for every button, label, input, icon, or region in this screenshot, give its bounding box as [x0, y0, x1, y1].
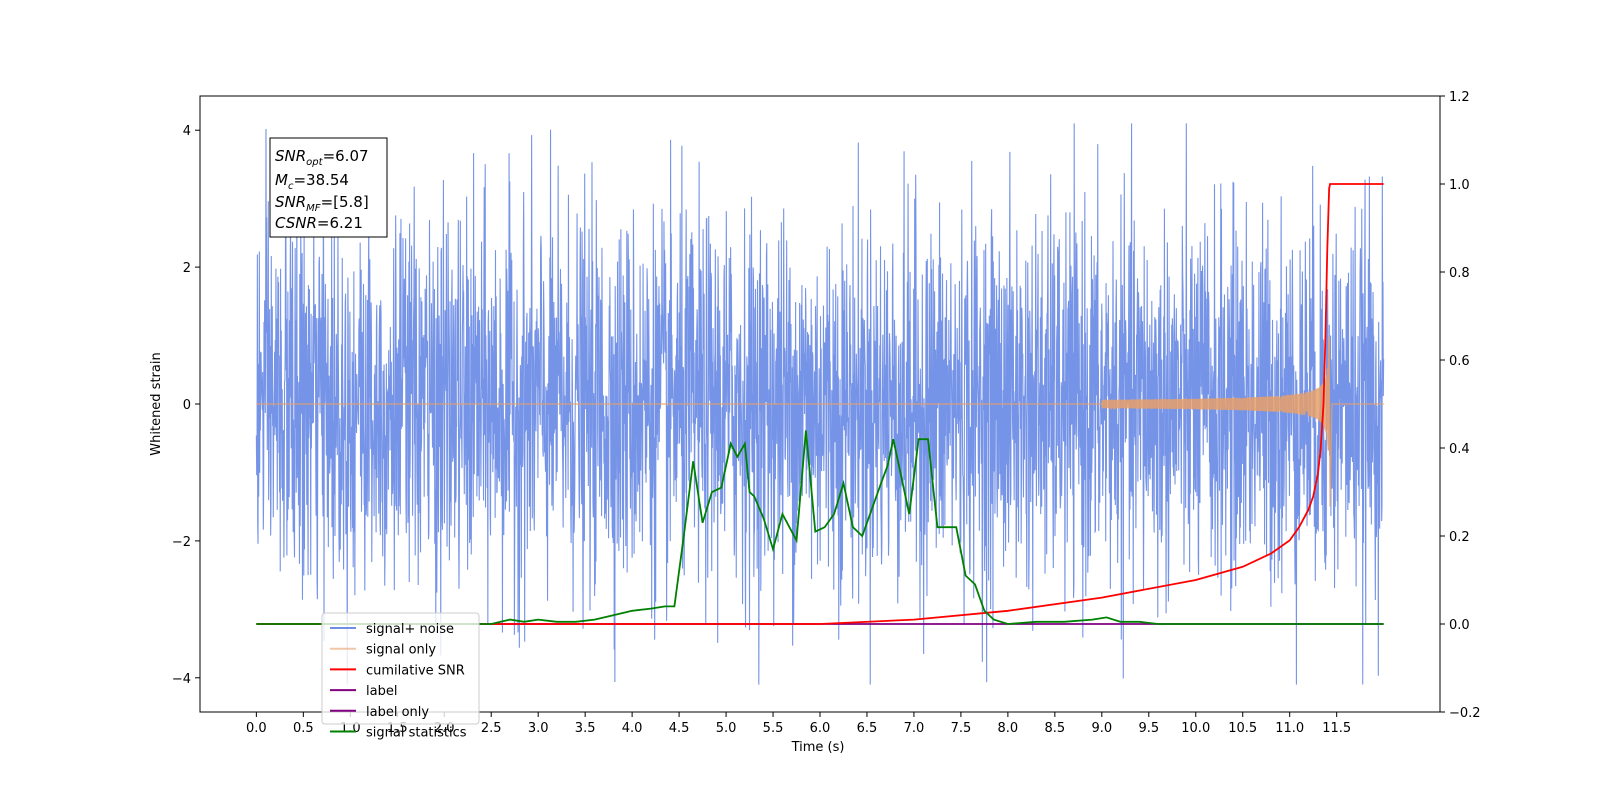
x-tick-label: 5.0	[716, 721, 737, 736]
x-tick-label: 11.5	[1322, 721, 1351, 736]
y-tick-label: 0	[183, 398, 191, 413]
y-axis-label: Whitened strain	[149, 352, 164, 455]
legend-entries: signal+ noise signal only cumilative SNR la…	[330, 622, 467, 741]
y-tick-label: 2	[183, 261, 191, 276]
y-tick-label: −2	[172, 535, 191, 550]
x-tick-label: 10.0	[1181, 721, 1210, 736]
y-tick-label: −4	[172, 672, 191, 687]
x-tick-label: 0.0	[246, 721, 267, 736]
x-axis-ticks: 0.0 0.5 1.0 1.5 2.0 2.5 3.0 3.5 4.0 4.5 5.0 5.5 6.0 6…	[246, 712, 1351, 736]
series-cumulative-snr-line	[256, 183, 1384, 625]
x-tick-label: 1.5	[387, 721, 408, 736]
info-line-csnr-symbol: CSNR	[275, 214, 317, 232]
y2-tick-label: 1.2	[1449, 90, 1470, 105]
y2-tick-label: −0.2	[1449, 706, 1481, 721]
info-line-snr-mf-sub: MF	[306, 203, 321, 214]
series-layer	[255, 123, 1385, 685]
x-tick-label: 2.0	[434, 721, 455, 736]
y2-tick-label: 0.4	[1449, 442, 1470, 457]
legend: signal+ noise signal only cumilative SNR la…	[321, 612, 480, 741]
x-tick-label: 3.5	[575, 721, 596, 736]
y2-tick-label: 0.0	[1449, 618, 1470, 633]
legend-entry: cumilative SNR	[330, 663, 465, 678]
y2-tick-label: 0.6	[1449, 354, 1470, 369]
x-tick-label: 5.5	[763, 721, 784, 736]
legend-entry: label only	[330, 705, 429, 720]
x-tick-label: 6.0	[810, 721, 831, 736]
legend-frame	[321, 612, 480, 725]
legend-label: cumilative SNR	[366, 663, 465, 678]
x-tick-label: 9.0	[1091, 721, 1112, 736]
info-line-csnr-value: =6.21	[317, 214, 363, 232]
x-tick-label: 10.5	[1228, 721, 1257, 736]
x-tick-label: 8.0	[998, 721, 1019, 736]
legend-label: signal+ noise	[366, 622, 454, 637]
legend-label: label	[366, 684, 397, 699]
x-tick-label: 3.0	[528, 721, 549, 736]
x-tick-label: 2.5	[481, 721, 502, 736]
y2-tick-label: 0.2	[1449, 530, 1470, 545]
info-line-snr-opt-value: =6.07	[323, 147, 369, 165]
legend-entry: label	[330, 684, 397, 699]
legend-label: label only	[366, 705, 429, 720]
y-tick-label: 4	[183, 124, 191, 139]
info-box: SNRopt=6.07 Mc=38.54 SNRMF=[5.8] CSNR=6.…	[269, 137, 388, 238]
info-box-frame	[269, 137, 388, 238]
x-tick-label: 4.0	[622, 721, 643, 736]
x-tick-label: 7.0	[904, 721, 925, 736]
y2-tick-label: 0.8	[1449, 266, 1470, 281]
info-line-csnr: CSNR=6.21	[275, 214, 363, 232]
x-tick-label: 6.5	[857, 721, 878, 736]
x-tick-label: 9.5	[1138, 721, 1159, 736]
info-line-snr-mf: SNRMF=[5.8]	[275, 193, 369, 214]
info-line-mc-sub: c	[288, 181, 294, 192]
info-line-snr-mf-symbol: SNR	[275, 193, 306, 211]
info-line-snr-mf-value: =[5.8]	[321, 193, 369, 211]
info-line-snr-opt-symbol: SNR	[275, 147, 306, 165]
legend-entry: signal statistics	[330, 726, 467, 741]
x-tick-label: 7.5	[951, 721, 972, 736]
y2-axis-ticks: −0.2 0.0 0.2 0.4 0.6 0.8 1.0 1.2	[1440, 90, 1481, 721]
info-line-snr-opt-sub: opt	[306, 157, 323, 168]
y-axis-ticks: −4 −2 0 2 4	[172, 124, 200, 687]
legend-entry: signal+ noise	[330, 622, 454, 637]
legend-label: signal only	[366, 643, 436, 658]
x-tick-label: 4.5	[669, 721, 690, 736]
x-tick-label: 8.5	[1045, 721, 1066, 736]
info-line-mc-symbol: M	[275, 171, 288, 189]
x-tick-label: 0.5	[293, 721, 314, 736]
legend-entry: signal only	[330, 643, 436, 658]
info-line-snr-opt: SNRopt=6.07	[275, 147, 369, 168]
series-signal-only-line	[256, 336, 1384, 507]
info-line-mc-value: =38.54	[293, 171, 349, 189]
legend-label: signal statistics	[366, 726, 467, 741]
info-line-mc: Mc=38.54	[275, 171, 349, 192]
series-signal-statistics-line	[256, 430, 1384, 625]
x-tick-label: 11.0	[1275, 721, 1304, 736]
y2-tick-label: 1.0	[1449, 178, 1470, 193]
x-axis-label: Time (s)	[791, 740, 845, 755]
